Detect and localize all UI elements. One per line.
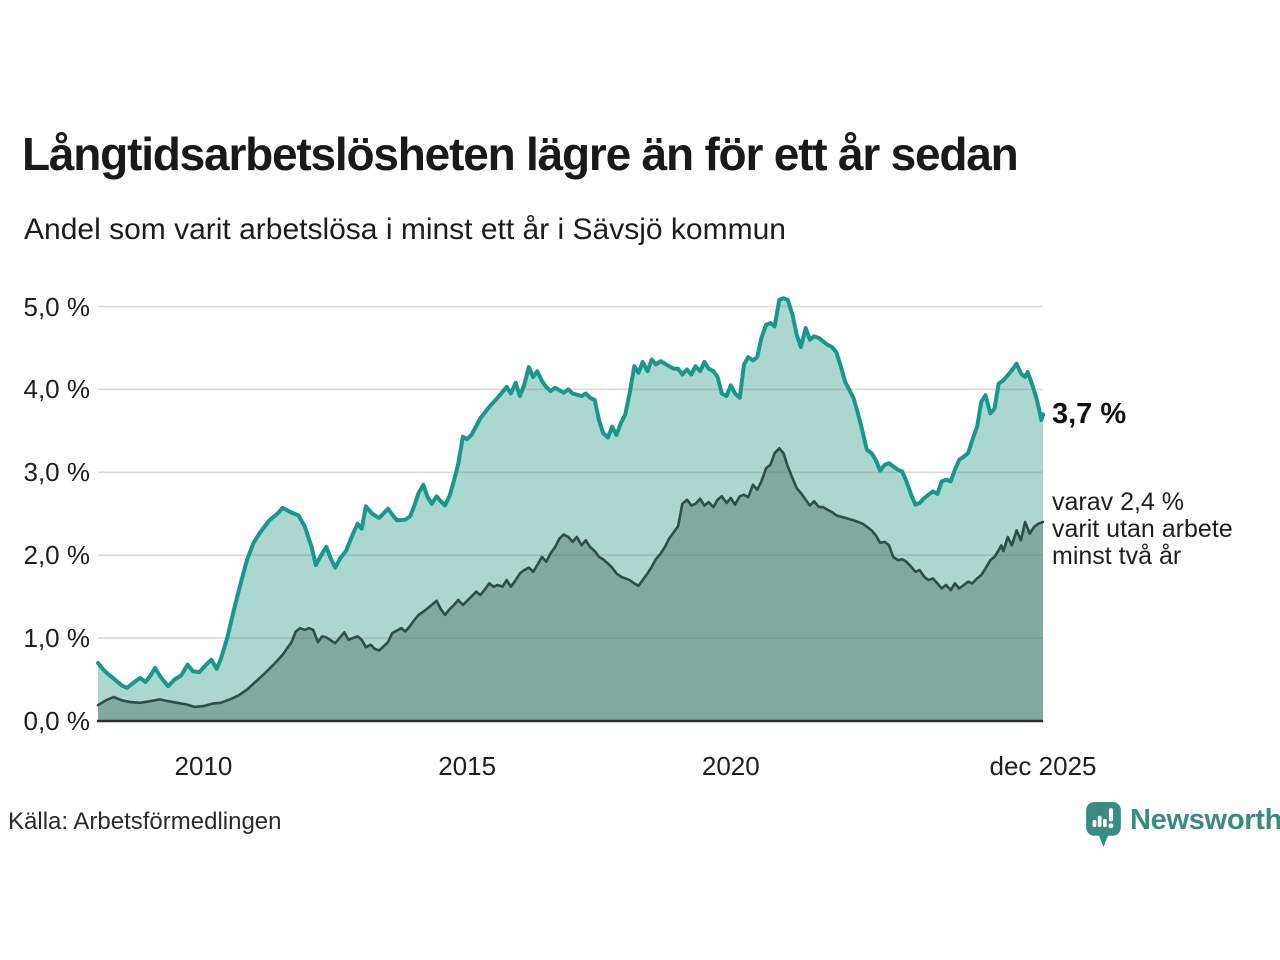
y-tick-label: 4,0 % [23,374,91,405]
x-tick-label: dec 2025 [989,751,1097,781]
y-tick-label: 5,0 % [23,291,91,322]
annotation-line: varit utan arbete [1052,515,1233,543]
y-tick-label: 2,0 % [23,540,91,571]
page-title: Långtidsarbetslösheten lägre än för ett … [22,128,1019,180]
annotation-line: varav 2,4 % [1052,488,1185,516]
x-axis-labels: 2010 2015 2020 dec 2025 [0,751,1280,785]
x-tick-label: 2010 [174,751,233,781]
annotation-line: minst två år [1052,542,1182,570]
y-axis-labels: 0,0 % 1,0 % 2,0 % 3,0 % 4,0 % 5,0 % [0,0,92,960]
x-tick-label: 2020 [701,751,760,781]
series-area-minst-tva-ar [98,448,1043,721]
source-credit: Källa: Arbetsförmedlingen [8,808,282,835]
series-line-minst-ett-ar [96,296,1045,690]
page-subtitle: Andel som varit arbetslösa i minst ett å… [24,213,786,246]
newsworthy-brand-name: Newsworthy [1130,804,1280,836]
x-tick-label: 2015 [438,751,497,781]
newsworthy-brand-link[interactable]: Newsworthy [1086,802,1280,849]
y-tick-label: 1,0 % [23,623,91,654]
latest-value-label: 3,7 % [1052,398,1127,430]
secondary-series-annotation: varav 2,4 % varit utan arbete minst två … [1052,489,1233,570]
y-tick-label: 0,0 % [23,706,91,736]
series-line-minst-tva-ar [96,447,1045,709]
y-tick-label: 3,0 % [23,457,91,488]
newsworthy-logo-icon [1086,802,1121,847]
